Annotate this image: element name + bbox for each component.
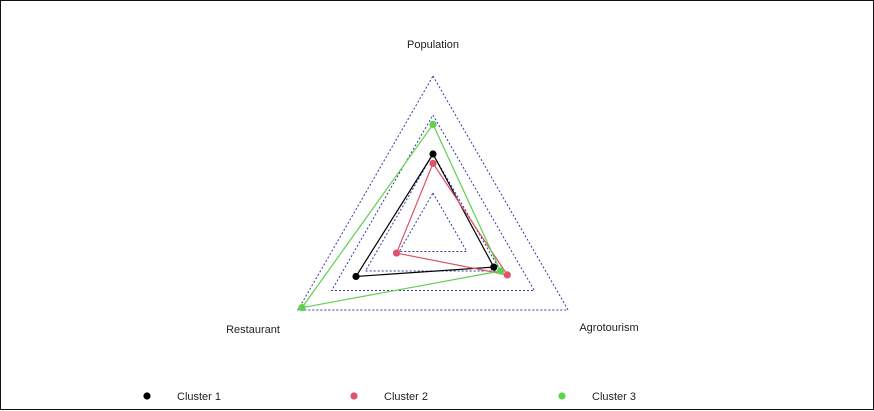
data-point-cluster-2-restaurant [392, 249, 401, 257]
radar-grid [297, 75, 569, 311]
legend-label-cluster-2: Cluster 2 [384, 391, 428, 403]
series-cluster-2 [392, 159, 511, 279]
series-line-cluster-2 [395, 162, 509, 276]
grid-ring-4 [297, 75, 569, 311]
grid-ring-3 [330, 113, 536, 291]
data-point-cluster-1-population [429, 150, 437, 158]
data-point-cluster-1-restaurant [352, 272, 360, 281]
data-point-cluster-2-agrotourism [503, 271, 511, 279]
axis-label-restaurant: Restaurant [226, 324, 280, 336]
radar-series [298, 120, 511, 312]
data-point-cluster-2-population [429, 159, 437, 167]
data-point-cluster-3-population [429, 120, 437, 128]
legend-item-cluster-2: Cluster 2 [350, 391, 428, 403]
axis-label-agrotourism: Agrotourism [579, 322, 638, 334]
series-cluster-1 [352, 150, 498, 281]
legend: Cluster 1 Cluster 2 Cluster 3 [143, 391, 636, 403]
legend-marker-cluster-3 [558, 392, 566, 400]
axis-labels: Population Agrotourism Restaurant [226, 39, 639, 336]
data-point-cluster-1-agrotourism [490, 263, 498, 271]
data-point-cluster-3-agrotourism [496, 267, 505, 275]
data-point-cluster-3-restaurant [298, 304, 306, 312]
legend-item-cluster-1: Cluster 1 [143, 391, 221, 403]
legend-label-cluster-1: Cluster 1 [177, 391, 221, 403]
legend-marker-cluster-1 [143, 392, 151, 400]
axis-label-population: Population [407, 39, 459, 51]
grid-ring-1 [398, 192, 468, 252]
legend-marker-cluster-2 [350, 392, 358, 400]
legend-item-cluster-3: Cluster 3 [558, 391, 636, 403]
series-line-cluster-3 [300, 123, 502, 309]
series-cluster-3 [298, 120, 505, 312]
grid-ring-2 [364, 153, 502, 272]
series-line-cluster-1 [354, 152, 495, 278]
legend-label-cluster-3: Cluster 3 [592, 391, 636, 403]
